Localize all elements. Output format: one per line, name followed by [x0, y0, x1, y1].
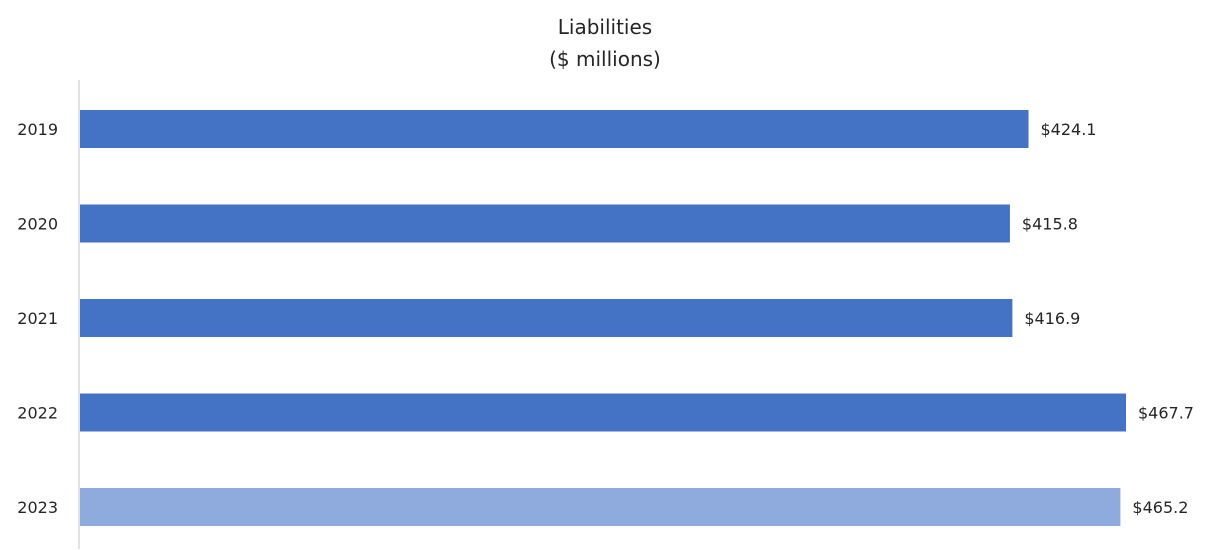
tick-label-2020: 2020 [17, 215, 58, 234]
bars-group: 2019 $424.1 2020 $415.8 2021 $416.9 2022 $467.7… [17, 110, 1194, 526]
chart-subtitle: ($ millions) [549, 47, 661, 71]
data-label-2020: $415.8 [1022, 215, 1078, 234]
bar-2019 [80, 110, 1029, 148]
bar-2023 [80, 488, 1121, 526]
bar-2022 [80, 393, 1126, 432]
tick-label-2022: 2022 [17, 404, 58, 423]
bar-2020 [80, 204, 1010, 243]
data-label-2021: $416.9 [1024, 309, 1080, 328]
data-label-2019: $424.1 [1040, 120, 1096, 139]
tick-label-2019: 2019 [17, 120, 58, 139]
bar-2021 [80, 299, 1013, 337]
chart-title: Liabilities [558, 15, 652, 39]
tick-label-2021: 2021 [17, 309, 58, 328]
data-label-2023: $465.2 [1132, 498, 1188, 517]
data-label-2022: $467.7 [1138, 404, 1194, 423]
tick-label-2023: 2023 [17, 498, 58, 517]
